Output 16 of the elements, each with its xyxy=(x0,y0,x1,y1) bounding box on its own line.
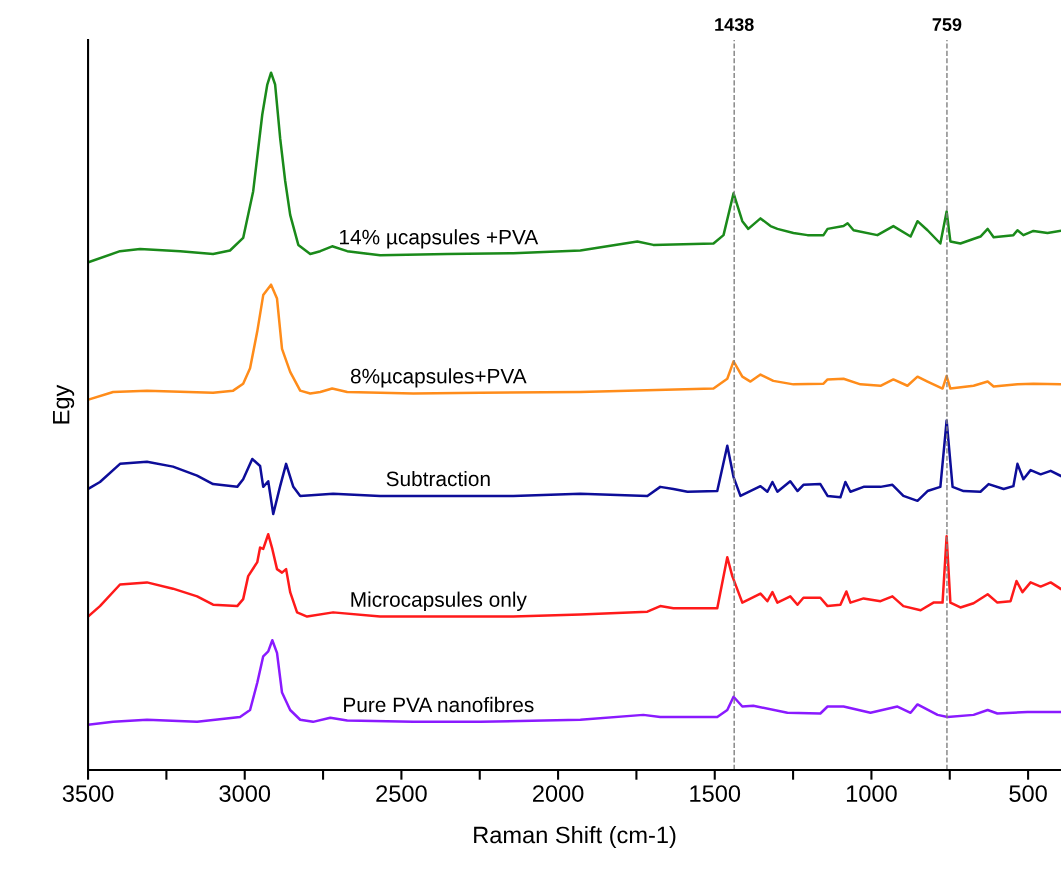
x-tick-label: 1500 xyxy=(690,785,741,802)
series-label: 8%µcapsules+PVA xyxy=(350,368,527,388)
x-tick-label: 3500 xyxy=(62,785,114,802)
x-tick-label: 3000 xyxy=(219,785,271,802)
series-label: Microcapsules only xyxy=(351,591,527,611)
series-label: 14% µcapsules +PVA xyxy=(340,229,539,249)
x-tick-label: 1000 xyxy=(846,785,897,802)
x-tick-label: 2500 xyxy=(376,785,427,802)
ref-line-label: 1438 xyxy=(715,18,754,31)
ref-line-label: 759 xyxy=(932,18,962,31)
x-tick-label: 2000 xyxy=(533,785,584,802)
series-label: Pure PVA nanofibres xyxy=(344,696,534,713)
y-axis-title: Egy xyxy=(53,384,75,424)
series-label: Subtraction xyxy=(386,470,490,487)
x-axis-title: Raman Shift (cm-1) xyxy=(474,826,676,848)
x-tick-label: 500 xyxy=(1009,785,1047,802)
